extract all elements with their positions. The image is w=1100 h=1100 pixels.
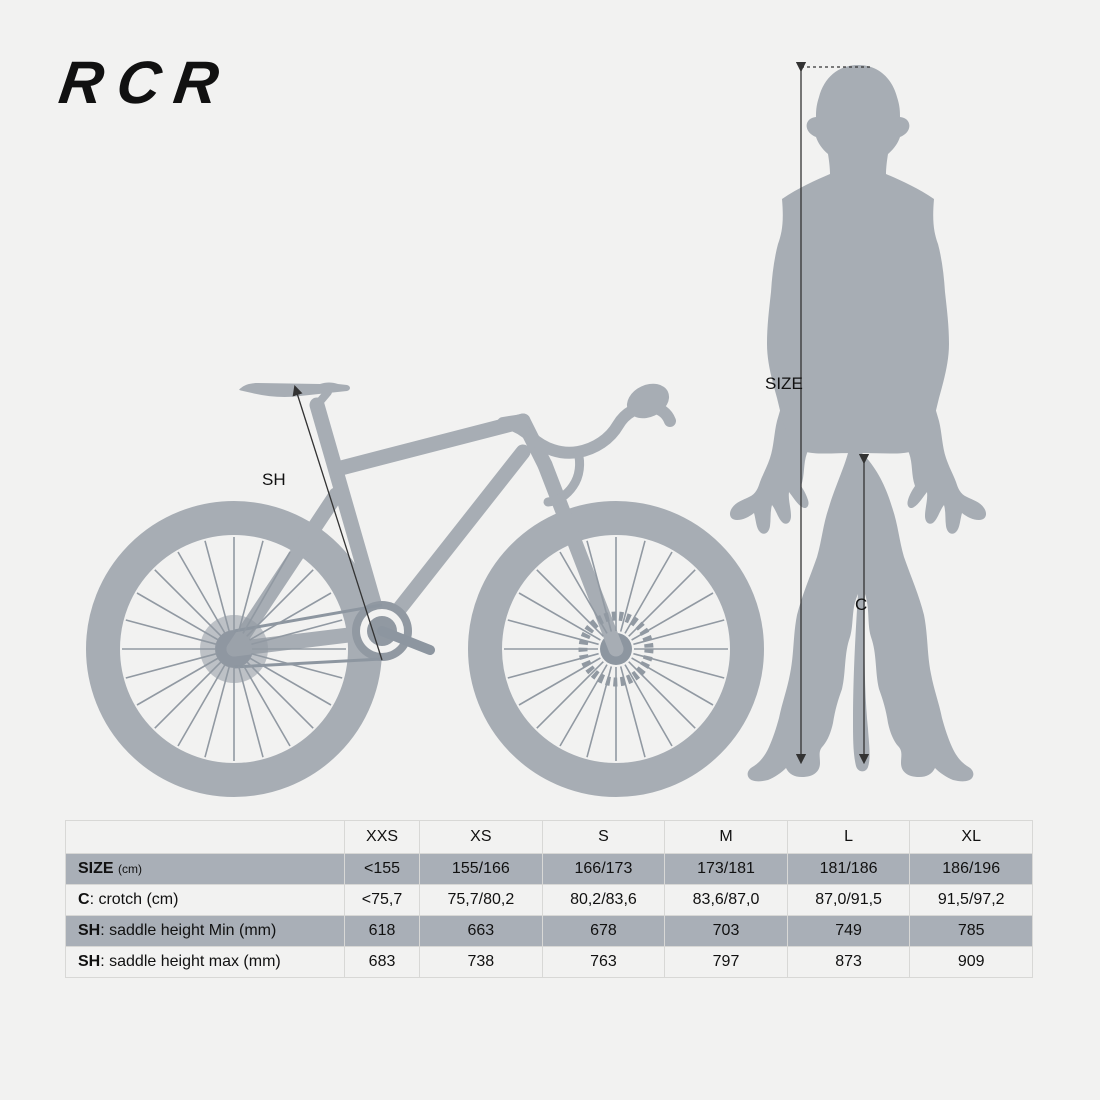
svg-text:C: C <box>855 595 867 614</box>
svg-text:SIZE: SIZE <box>765 374 803 393</box>
